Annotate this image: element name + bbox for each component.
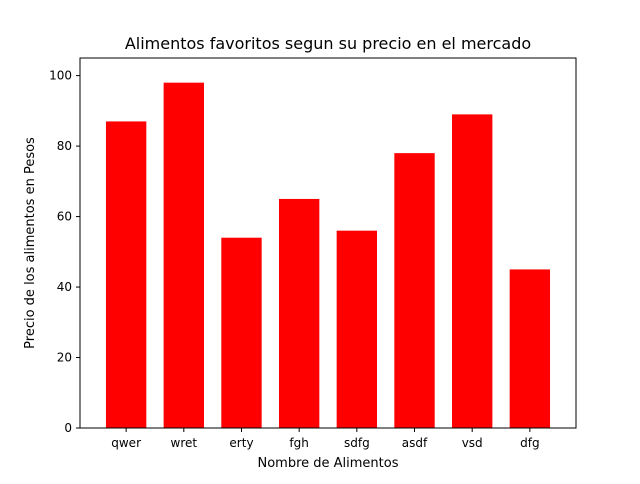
chart-title: Alimentos favoritos segun su precio en e… bbox=[125, 34, 531, 53]
bar-qwer bbox=[105, 121, 147, 429]
bars-group bbox=[105, 82, 551, 429]
bar-fgh bbox=[278, 198, 320, 428]
x-tick-label-dfg: dfg bbox=[520, 436, 539, 450]
x-tick-label-erty: erty bbox=[229, 436, 253, 450]
x-tick-label-asdf: asdf bbox=[402, 436, 428, 450]
bar-erty bbox=[221, 237, 262, 428]
x-tick-label-qwer: qwer bbox=[111, 436, 141, 450]
x-tick-label-fgh: fgh bbox=[289, 436, 308, 450]
bar-wret bbox=[163, 82, 204, 429]
x-tick-label-sdfg: sdfg bbox=[344, 436, 370, 450]
y-tick-label-20: 20 bbox=[57, 351, 72, 365]
bar-vsd bbox=[452, 114, 493, 428]
x-tick-label-vsd: vsd bbox=[462, 436, 483, 450]
bar-sdfg bbox=[336, 230, 378, 428]
bar-asdf bbox=[394, 153, 435, 428]
y-tick-label-60: 60 bbox=[57, 210, 72, 224]
y-axis-ticks: 0 20 40 60 80 100 bbox=[49, 69, 80, 435]
y-axis-label: Precio de los alimentos en Pesos bbox=[23, 137, 38, 349]
y-tick-label-80: 80 bbox=[57, 139, 72, 153]
x-tick-label-wret: wret bbox=[171, 436, 198, 450]
x-axis-ticks: qwer wret erty fgh sdfg asdf vsd dfg bbox=[111, 428, 540, 450]
y-tick-label-40: 40 bbox=[57, 280, 72, 294]
y-tick-label-100: 100 bbox=[49, 69, 72, 83]
bar-dfg bbox=[509, 269, 551, 428]
y-tick-label-0: 0 bbox=[64, 421, 72, 435]
plot-frame bbox=[79, 57, 577, 429]
x-axis-label: Nombre de Alimentos bbox=[257, 456, 398, 471]
